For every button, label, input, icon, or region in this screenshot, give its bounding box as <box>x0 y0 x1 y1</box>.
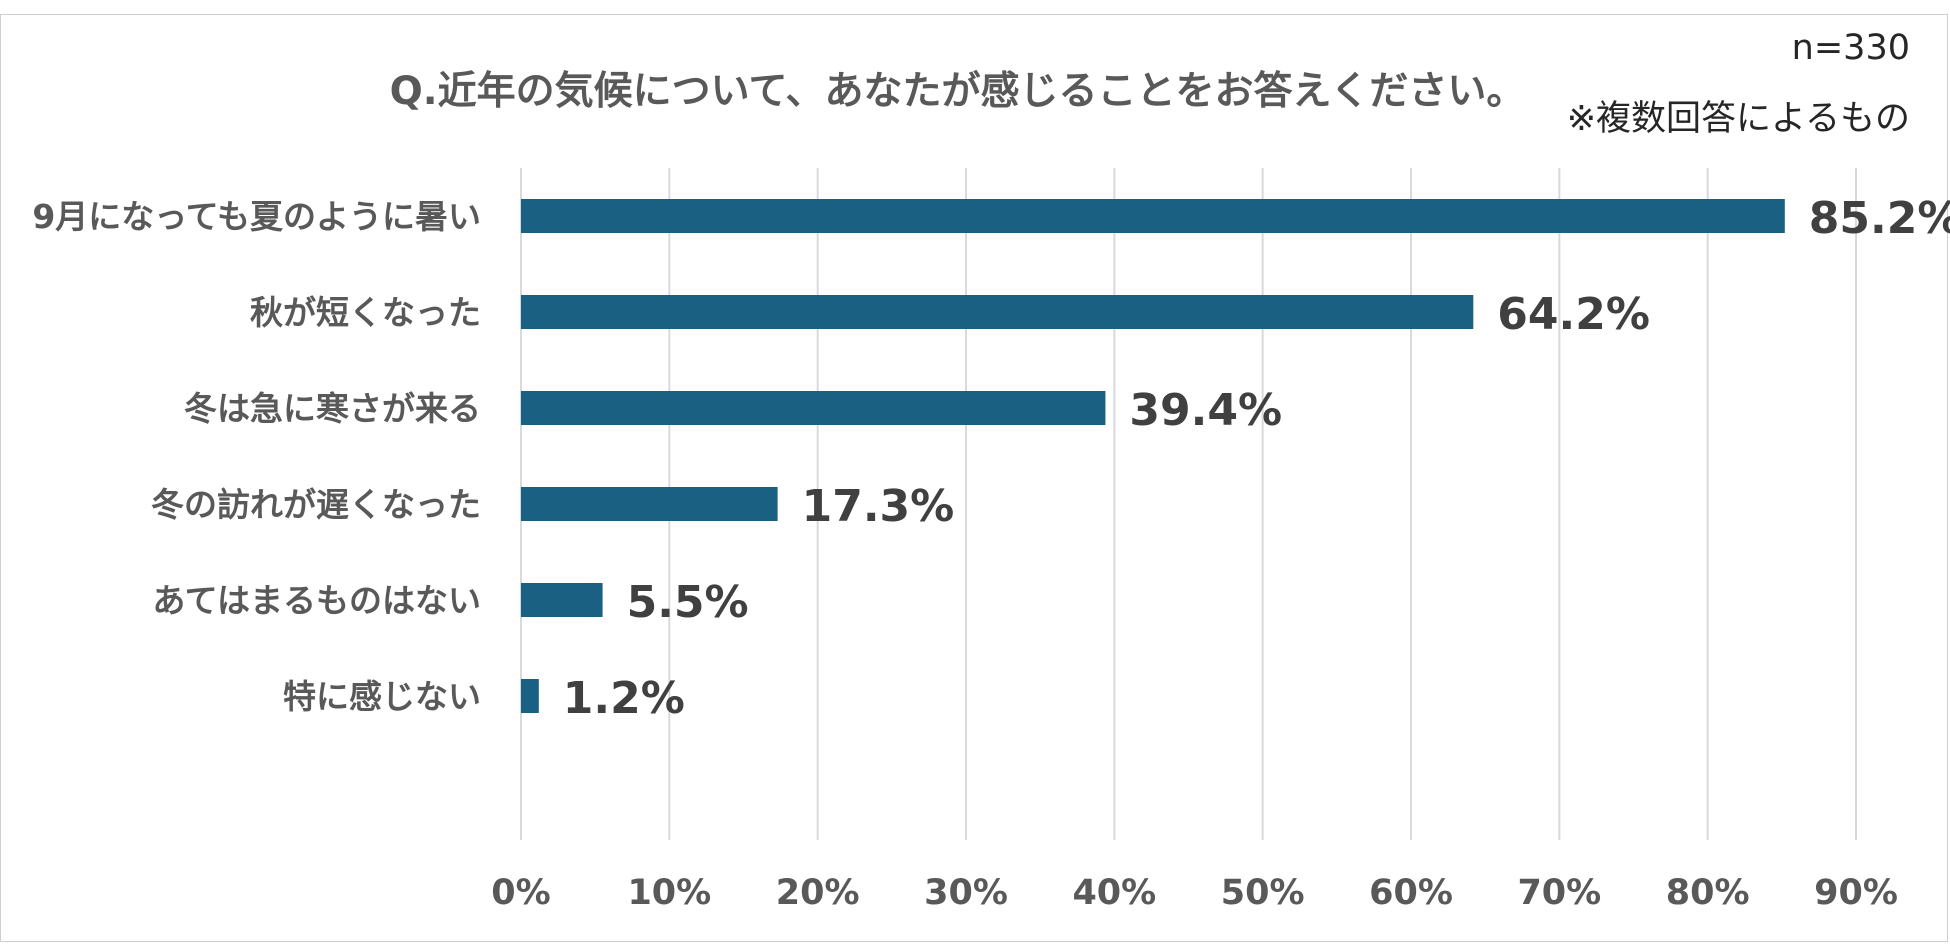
x-tick-label: 70% <box>1517 873 1601 913</box>
sample-size-note: n=330 <box>1791 28 1910 68</box>
multiple-answer-note: ※複数回答によるもの <box>1566 99 1910 139</box>
value-label: 17.3% <box>802 481 955 532</box>
value-label: 39.4% <box>1129 385 1282 436</box>
bar <box>521 679 539 713</box>
category-label: 9月になっても夏のように暑い <box>32 197 481 236</box>
bar <box>521 487 778 521</box>
labels: 0% 10% 20% 30% 40% 50% 60% 70% 80% 90% 9月になっても夏のよう… <box>32 193 1950 913</box>
bars <box>521 199 1785 713</box>
category-label: 冬は急に寒さが来る <box>184 389 481 428</box>
value-label: 64.2% <box>1497 289 1650 340</box>
bar <box>521 199 1785 233</box>
chart-title: Q.近年の気候について、あなたが感じることをお答えください。 <box>389 69 1526 114</box>
bar <box>521 295 1474 329</box>
bar <box>521 391 1106 425</box>
category-label: 秋が短くなった <box>250 293 481 332</box>
chart-frame <box>0 14 1948 942</box>
bar <box>521 583 603 617</box>
x-tick-label: 0% <box>491 873 550 913</box>
category-label: あてはまるものはない <box>152 581 481 620</box>
x-tick-label: 50% <box>1221 873 1305 913</box>
x-tick-label: 20% <box>776 873 860 913</box>
x-tick-label: 10% <box>627 873 711 913</box>
value-label: 1.2% <box>563 673 685 724</box>
category-label: 特に感じない <box>283 677 481 716</box>
category-label: 冬の訪れが遅くなった <box>151 485 481 524</box>
value-label: 5.5% <box>627 577 749 628</box>
x-tick-label: 60% <box>1369 873 1453 913</box>
x-tick-label: 30% <box>924 873 1008 913</box>
x-tick-label: 90% <box>1814 873 1898 913</box>
value-label: 85.2% <box>1809 193 1950 244</box>
x-tick-label: 80% <box>1666 873 1750 913</box>
x-tick-label: 40% <box>1072 873 1156 913</box>
